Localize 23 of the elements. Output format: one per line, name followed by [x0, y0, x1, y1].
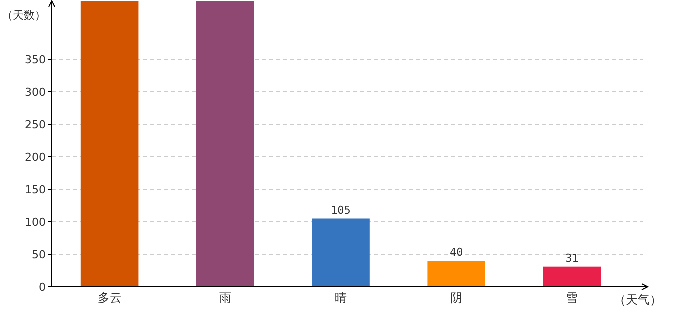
y-tick-label: 350 [25, 54, 46, 66]
y-tick-label: 100 [25, 216, 46, 229]
y-axis-title: （天数） [2, 9, 46, 22]
y-tick-label: 50 [32, 248, 46, 262]
data-label: 31 [566, 252, 579, 265]
y-tick-label: 150 [25, 184, 46, 196]
x-tick-label: 阴 [450, 291, 463, 305]
y-tick-label: 250 [25, 118, 46, 132]
x-tick-label: 晴 [335, 291, 347, 305]
y-tick-label: 0 [39, 281, 46, 294]
bar [312, 218, 370, 287]
x-tick-label: 雪 [566, 291, 578, 305]
x-tick-label: 雨 [219, 291, 232, 305]
y-tick-label: 200 [25, 151, 46, 164]
x-tick-label: 多云 [98, 291, 122, 305]
x-axis-title: （天气） [614, 293, 662, 307]
y-tick-label: 300 [25, 86, 46, 99]
bar [196, 1, 254, 287]
bar [80, 1, 139, 287]
data-label: 40 [450, 246, 464, 259]
data-label: 105 [331, 204, 351, 217]
bar [428, 261, 486, 287]
bar [543, 266, 602, 287]
